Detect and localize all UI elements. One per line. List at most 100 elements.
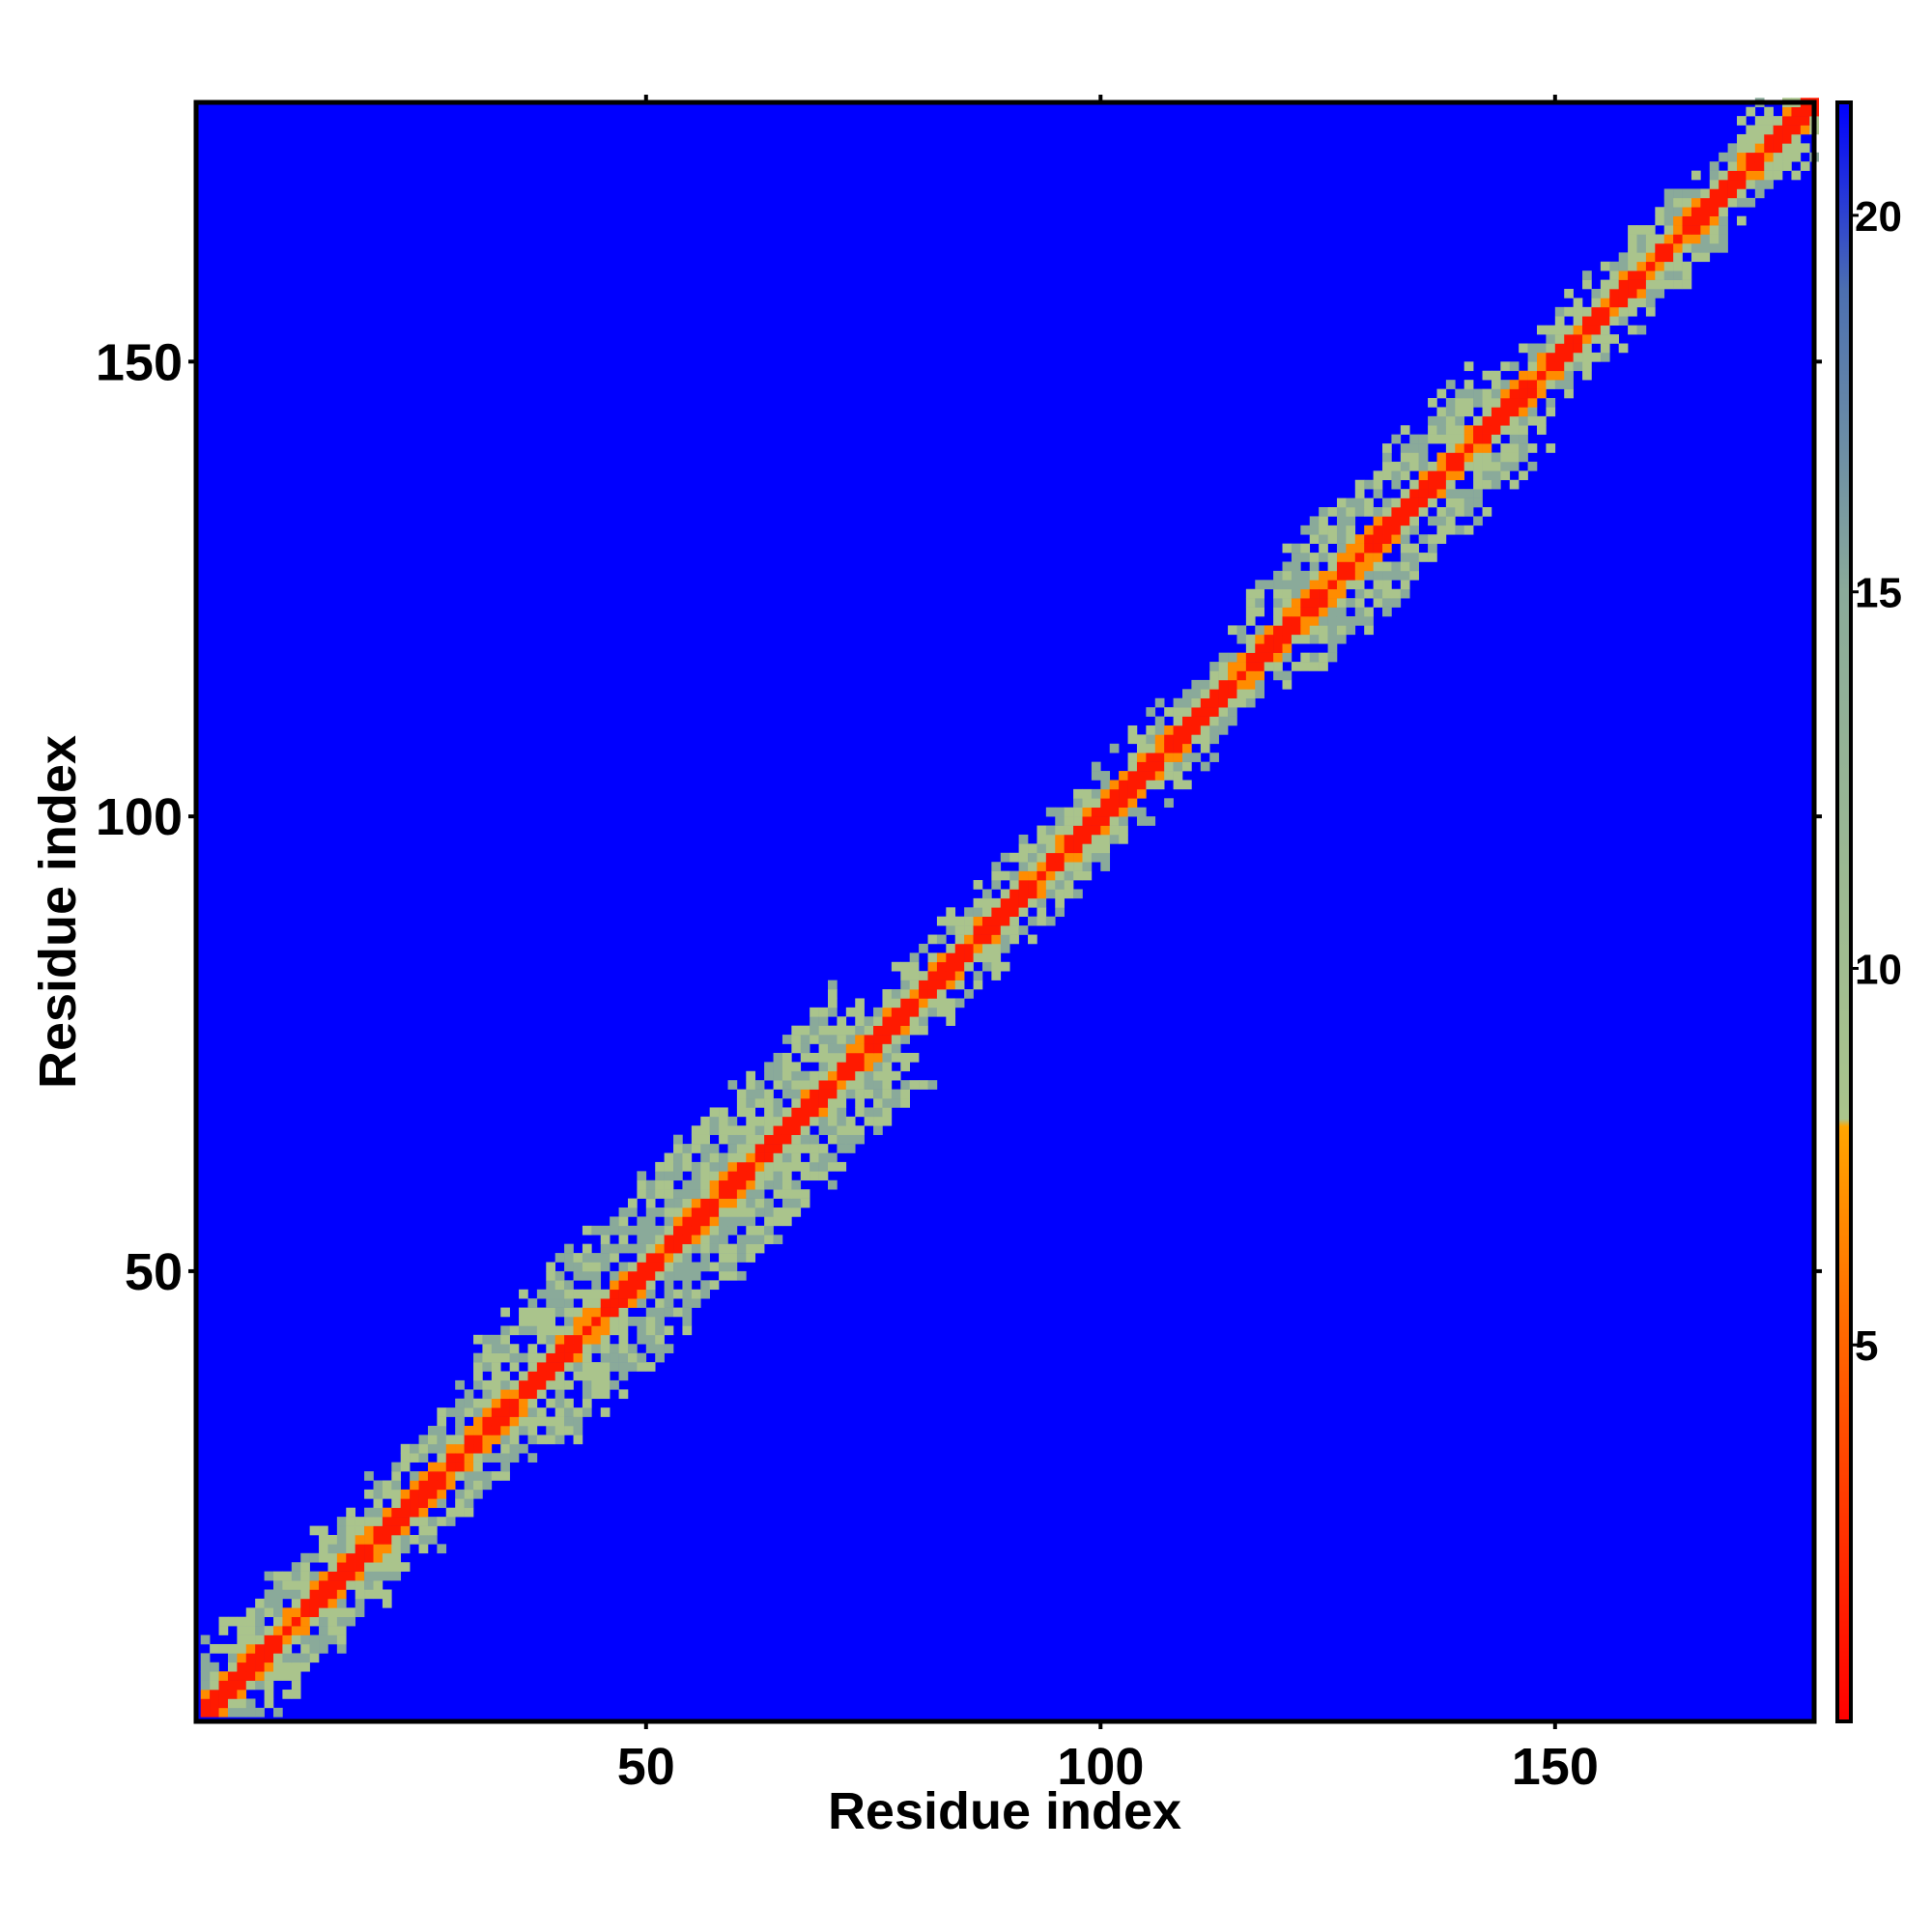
heatmap-cell [818,1098,829,1108]
heatmap-cell [1428,553,1437,562]
heatmap-cell [673,1208,683,1217]
heatmap-cell [810,1016,819,1026]
heatmap-cell [1436,425,1447,435]
heatmap-cell [1245,679,1256,690]
heatmap-cell [810,1025,819,1036]
heatmap-cell [682,1198,693,1208]
heatmap-cell [845,1043,856,1054]
heatmap-cell [1418,489,1429,498]
heatmap-cell [1663,188,1674,199]
heatmap-cell [946,943,956,953]
heatmap-cell [272,1598,283,1608]
heatmap-cell [554,1344,565,1353]
heatmap-cell [645,1253,656,1263]
heatmap-cell [991,907,1002,918]
heatmap-cell [1609,298,1619,308]
heatmap-cell [746,1253,756,1263]
heatmap-cell [1009,934,1019,945]
heatmap-cell [818,1062,829,1072]
heatmap-cell [1400,497,1410,508]
heatmap-cell [1782,125,1792,135]
heatmap-cell [1491,461,1501,471]
heatmap-cell [1527,398,1538,408]
heatmap-cell [282,1653,293,1663]
heatmap-cell [655,1307,665,1318]
heatmap-cell [464,1425,474,1435]
heatmap-cell [573,1325,583,1336]
heatmap-cell [1200,679,1210,690]
heatmap-cell [1364,543,1374,554]
heatmap-cell [1409,479,1419,490]
heatmap-cell [227,1671,238,1681]
heatmap-cell [1336,588,1347,599]
heatmap-cell [1364,553,1374,562]
heatmap-cell [1400,570,1410,581]
heatmap-cell [1327,615,1338,626]
heatmap-cell [1336,607,1347,617]
heatmap-cell [1737,188,1747,199]
heatmap-cells [196,98,1819,1721]
heatmap-cell [1209,716,1219,726]
heatmap-cell [319,1643,328,1654]
heatmap-cell [1564,325,1574,335]
heatmap-cell [1136,816,1147,826]
heatmap-cell [682,1179,693,1190]
heatmap-cell [719,1107,728,1118]
heatmap-cell [1573,352,1583,362]
heatmap-cell [1045,862,1056,871]
heatmap-cell [700,1189,710,1199]
heatmap-cell [791,1107,802,1118]
heatmap-cell [746,1152,756,1163]
heatmap-cell [800,1198,810,1208]
heatmap-cell [973,907,983,918]
heatmap-cell [682,1289,693,1299]
heatmap-cell [736,1235,747,1244]
heatmap-cell [1463,361,1474,372]
heatmap-cell [800,1089,810,1099]
heatmap-cell [627,1344,638,1353]
heatmap-cell [1564,289,1574,298]
heatmap-cell [509,1443,520,1454]
heatmap-cell [719,1262,728,1272]
heatmap-cell [1055,880,1065,890]
heatmap-cell [473,1352,483,1363]
heatmap-cell [282,1571,293,1581]
heatmap-cell [810,1080,819,1090]
heatmap-cell [682,1325,693,1336]
heatmap-cell [855,1107,865,1118]
heatmap-cell [1645,261,1656,271]
heatmap-cell [1663,270,1674,280]
heatmap-cell [1346,497,1356,508]
heatmap-cell [891,1098,901,1108]
heatmap-cell [736,1134,747,1145]
heatmap-cell [500,1435,510,1445]
heatmap-cell [645,1262,656,1272]
heatmap-cell [655,1253,665,1263]
heatmap-cell [1173,716,1183,726]
heatmap-cell [655,1344,665,1353]
heatmap-cell [664,1325,674,1336]
heatmap-cell [946,961,956,972]
heatmap-cell [1436,507,1447,517]
heatmap-cell [964,952,974,963]
heatmap-cell [673,1253,683,1263]
heatmap-cell [364,1580,374,1590]
heatmap-cell [1509,398,1520,408]
heatmap-cell [1500,452,1511,463]
heatmap-cell [754,1144,765,1153]
heatmap-cell [1073,870,1083,881]
heatmap-cell [1245,598,1256,608]
heatmap-cell [1436,516,1447,526]
heatmap-cell [1173,753,1183,762]
heatmap-cell [1200,716,1210,726]
heatmap-cell [1709,207,1719,216]
heatmap-cell [991,870,1002,881]
heatmap-cell [200,1690,211,1699]
heatmap-cell [1618,279,1629,290]
heatmap-cell [1463,425,1474,435]
heatmap-cell [736,1270,747,1281]
heatmap-cell [1737,133,1747,144]
heatmap-cell [400,1517,411,1526]
heatmap-cell [1055,834,1065,844]
heatmap-cell [1354,489,1365,498]
